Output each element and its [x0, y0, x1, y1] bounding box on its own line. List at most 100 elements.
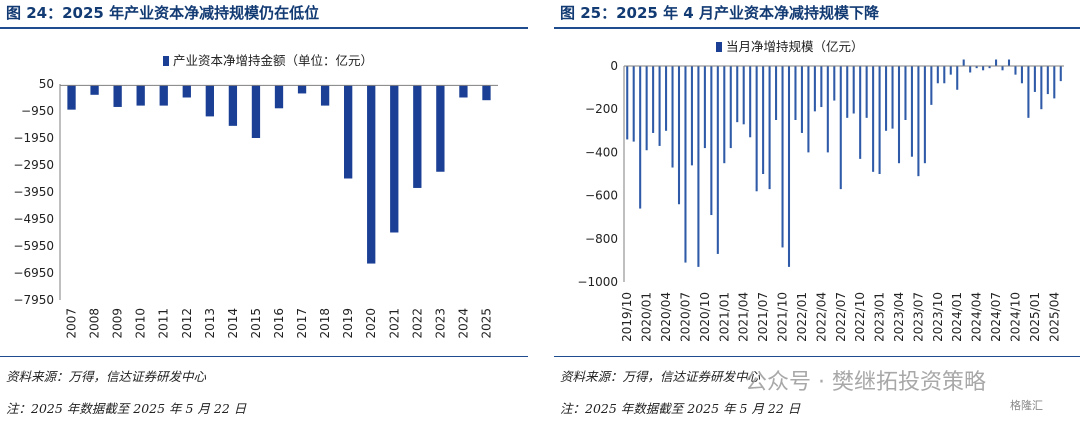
left-panel: 图 24：2025 年产业资本净减持规模仍在低位 产业资本净增持金额（单位：亿元… [0, 0, 528, 421]
y-tick-label: −1950 [13, 131, 54, 145]
x-tick-label: 2016 [272, 308, 286, 339]
bar [1033, 66, 1036, 92]
y-tick-label: −4950 [13, 212, 54, 226]
x-tick-label: 2021/01 [717, 292, 731, 342]
x-tick-label: 2019/10 [620, 292, 634, 342]
right-bar-chart: 当月净增持规模（亿元） 0 −200 −400 −600 −800 −10002019/10… [577, 39, 1064, 342]
bar [390, 85, 399, 233]
bar [781, 66, 784, 248]
y-tick-label: −200 [585, 102, 618, 116]
left-bar-chart: 产业资本净增持金额（单位：亿元） 50 −950 −1950 −2950 −3950 −49… [13, 53, 498, 339]
bar [988, 66, 991, 69]
bar [251, 85, 261, 138]
right-source-note: 资料来源：万得，信达证券研发中心 [560, 369, 761, 384]
bar [956, 66, 959, 90]
bar [690, 66, 693, 166]
bar [677, 66, 681, 205]
x-tick-label: 2011 [157, 308, 171, 339]
bar [794, 66, 797, 120]
bar [943, 66, 946, 84]
y-tick-label: −3950 [13, 185, 54, 199]
bar [775, 66, 778, 120]
y-tick-label: −600 [585, 189, 618, 203]
bar [1001, 66, 1004, 71]
legend: 产业资本净增持金额（单位：亿元） [163, 53, 373, 68]
x-tick-label: 2022/10 [853, 292, 867, 342]
y-tick-label: −7950 [13, 293, 54, 307]
bar [742, 66, 745, 125]
bar [1007, 59, 1011, 66]
x-tick-label: 2025/01 [1028, 292, 1042, 342]
bar [736, 66, 739, 123]
bar [297, 85, 307, 94]
bar [852, 66, 855, 114]
x-tick-label: 2021/10 [776, 292, 790, 342]
bar [723, 66, 726, 164]
x-tick-label: 2024/04 [970, 292, 984, 342]
x-tick-label: 2014 [226, 308, 240, 339]
bar [833, 66, 836, 101]
y-tick-label: −950 [21, 104, 54, 118]
bar [949, 66, 952, 75]
x-tick-label: 2024/07 [989, 292, 1003, 342]
legend-label: 当月净增持规模（亿元） [726, 39, 864, 54]
right-panel: 图 25：2025 年 4 月产业资本净减持规模下降 当月净增持规模（亿元） 0 −… [554, 0, 1080, 421]
bar [459, 85, 468, 98]
bar [1020, 66, 1023, 84]
bar [962, 59, 965, 66]
x-tick-label: 2023/07 [911, 292, 925, 342]
right-footer-rule [554, 356, 1080, 357]
bar [995, 59, 998, 66]
bar [703, 66, 706, 149]
bar [697, 66, 700, 267]
y-tick-label: −2950 [13, 158, 54, 172]
bar [205, 85, 214, 117]
bar [969, 66, 972, 73]
x-tick-label: 2010 [134, 308, 148, 339]
x-tick-label: 2018 [318, 308, 332, 339]
bar [865, 66, 868, 118]
bar [436, 85, 445, 172]
right-chart-title: 图 25：2025 年 4 月产业资本净减持规模下降 [560, 4, 879, 22]
bar [826, 66, 829, 153]
x-tick-label: 2015 [249, 308, 263, 339]
legend-swatch [716, 42, 722, 52]
y-tick-label: −6950 [13, 266, 54, 280]
bar [813, 66, 816, 112]
left-data-note: 注：2025 年数据截至 2025 年 5 月 22 日 [6, 401, 247, 416]
bar [658, 66, 661, 146]
x-tick-label: 2007 [65, 308, 79, 339]
bar [904, 66, 907, 120]
bar [652, 66, 655, 133]
x-tick-label: 2024/10 [1008, 292, 1022, 342]
bar [113, 85, 122, 107]
x-tick-label: 2021/07 [756, 292, 770, 342]
bar [1014, 66, 1017, 75]
bar [729, 66, 732, 149]
x-tick-label: 2023/10 [931, 292, 945, 342]
bar [344, 85, 353, 179]
right-data-note: 注：2025 年数据截至 2025 年 5 月 22 日 [560, 401, 801, 416]
bar [367, 85, 376, 264]
legend: 当月净增持规模（亿元） [716, 39, 864, 54]
x-tick-label: 2020 [364, 308, 378, 339]
bar [626, 66, 629, 140]
bar [982, 66, 985, 71]
bar [923, 66, 926, 164]
x-tick-label: 2020/04 [659, 292, 673, 342]
bar [136, 85, 145, 106]
x-tick-label: 2022 [410, 308, 424, 339]
x-tick-label: 2023 [433, 308, 447, 339]
bar [787, 66, 791, 267]
bar [749, 66, 752, 138]
bar [710, 66, 713, 216]
x-tick-label: 2025/04 [1047, 292, 1061, 342]
bar [632, 66, 635, 142]
bar [413, 85, 422, 188]
x-tick-label: 2021 [387, 308, 401, 339]
bar [891, 66, 894, 129]
legend-swatch [163, 56, 169, 66]
bar [665, 66, 668, 131]
bar [274, 85, 284, 109]
bar [1040, 66, 1043, 110]
